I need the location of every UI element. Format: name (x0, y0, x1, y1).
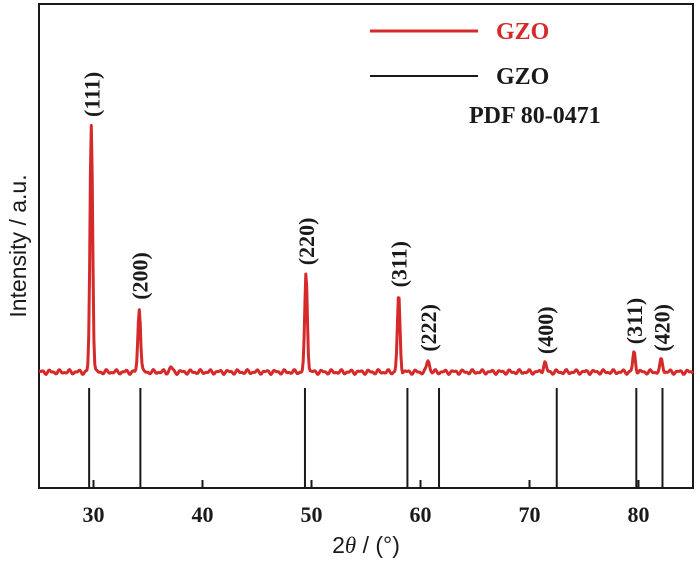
x-axis-title: 2θ / (°) (332, 532, 400, 558)
x-axis-ticks: 30 40 50 60 70 80 (83, 480, 650, 527)
peak-label: (220) (294, 218, 319, 266)
peak-label: (420) (649, 304, 674, 352)
peak-label: (311) (622, 298, 647, 344)
peak-label: (200) (127, 252, 152, 300)
peak-label: (400) (533, 306, 558, 354)
peak-label: (311) (387, 241, 412, 287)
gzo-pattern-line (38, 124, 695, 376)
legend-reference-subtitle: PDF 80-0471 (469, 103, 601, 129)
y-axis-title: Intensity / a.u. (5, 174, 31, 317)
x-tick-label: 30 (83, 502, 105, 527)
x-tick-label: 60 (410, 502, 432, 527)
x-tick-label: 40 (192, 502, 214, 527)
x-tick-label: 70 (519, 502, 541, 527)
peak-labels: (111)(200)(220) (311)(222) (400) (311) (420) (79, 72, 674, 354)
legend-label-measured: GZO (496, 19, 549, 45)
x-tick-label: 80 (628, 502, 650, 527)
x-tick-label: 50 (301, 502, 323, 527)
reference-lines (88, 388, 664, 488)
plot-frame (38, 3, 694, 489)
peak-label: (111) (79, 72, 104, 117)
peak-label: (222) (416, 304, 441, 352)
legend-label-reference: GZO (496, 64, 549, 90)
